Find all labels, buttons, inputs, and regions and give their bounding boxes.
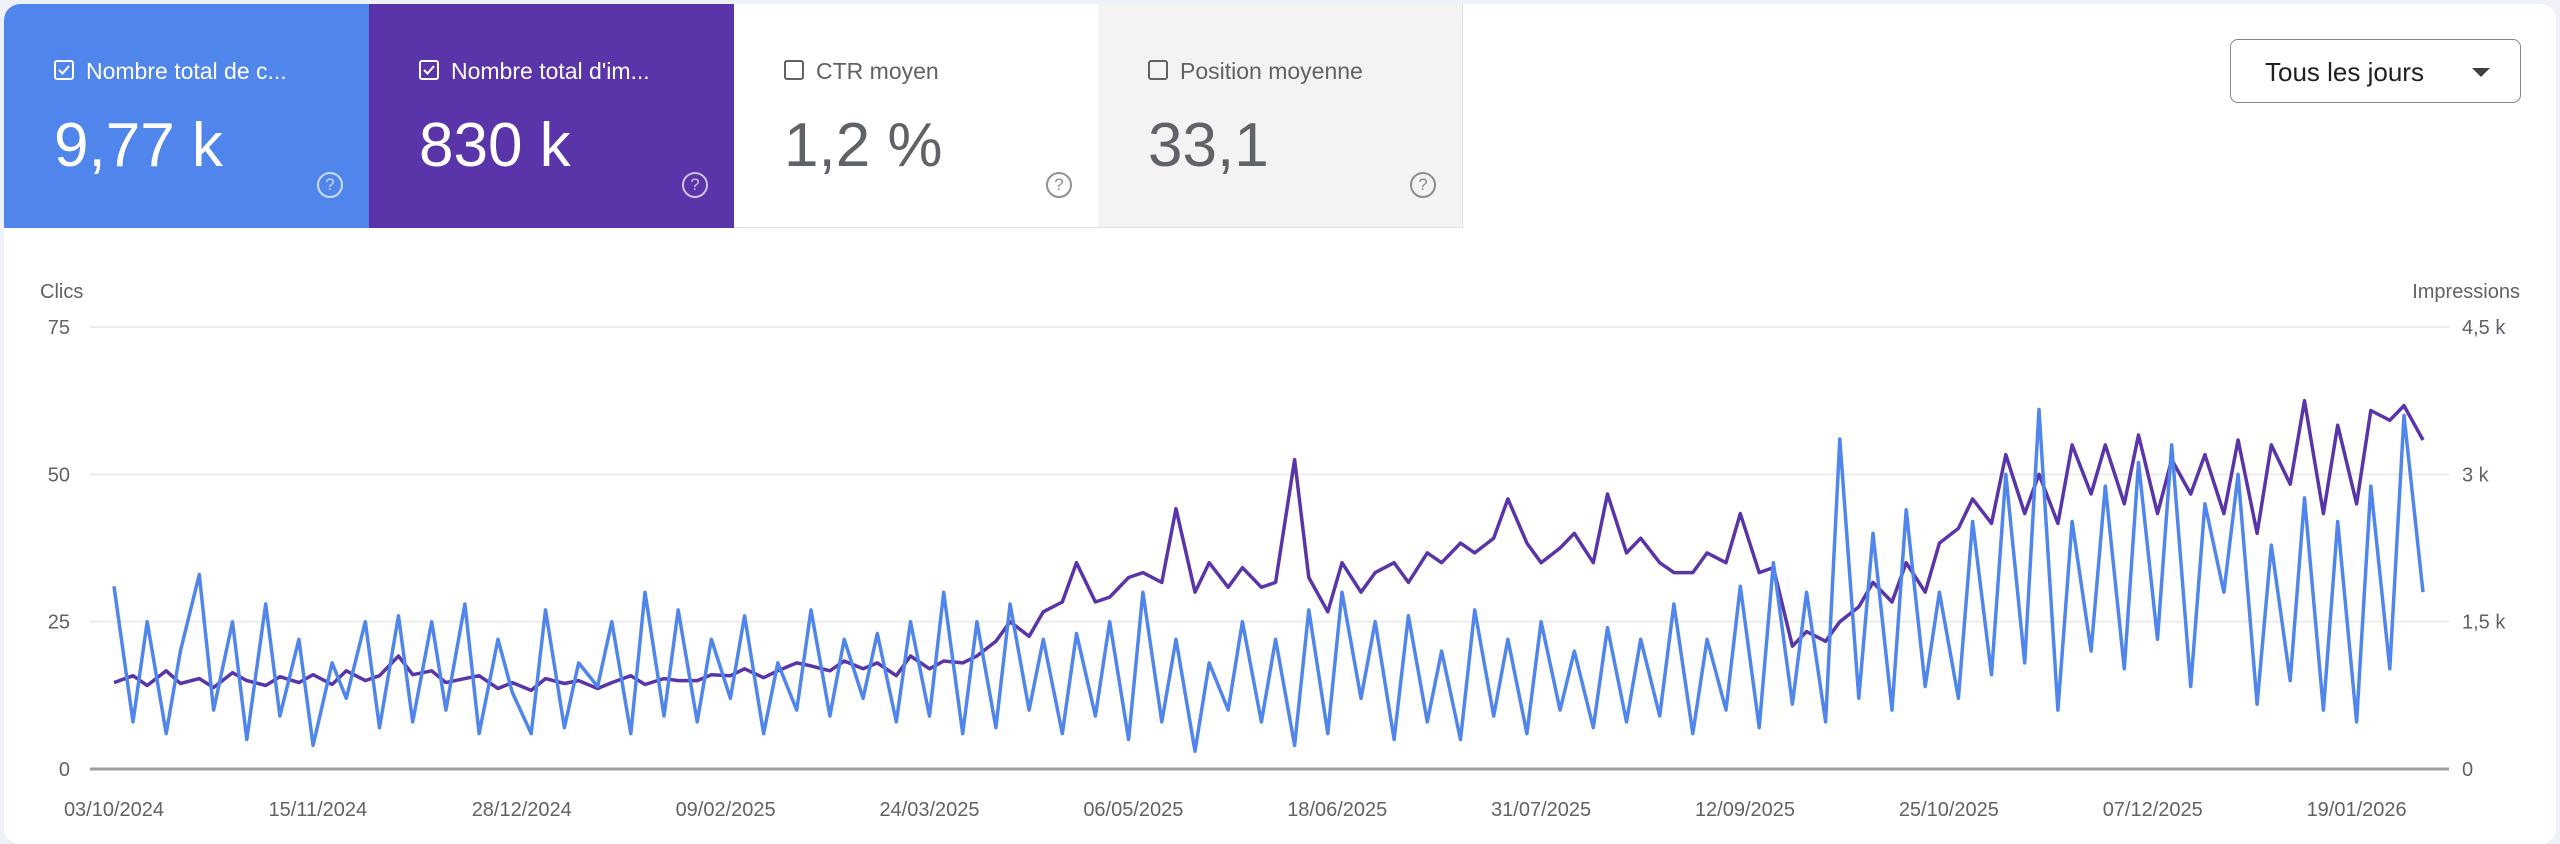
performance-panel: Nombre total de c... 9,77 k ? Nombre tot… (4, 4, 2556, 844)
metric-card-ctr[interactable]: CTR moyen 1,2 % ? (734, 4, 1099, 228)
metric-value: 1,2 % (784, 111, 943, 180)
right-tick-label: 0 (2462, 759, 2473, 781)
x-tick-label: 03/10/2024 (64, 799, 164, 821)
checkbox-checked-icon[interactable] (419, 60, 439, 80)
x-tick-label: 25/10/2025 (1899, 799, 1999, 821)
right-tick-label: 3 k (2462, 464, 2490, 486)
left-tick-label: 50 (48, 464, 70, 486)
right-axis-title: Impressions (2412, 281, 2520, 303)
metric-label: Nombre total d'im... (451, 58, 650, 84)
help-icon[interactable]: ? (1046, 172, 1072, 198)
checkbox-unchecked-icon[interactable] (1148, 60, 1168, 80)
left-tick-label: 0 (59, 759, 70, 781)
metric-value: 33,1 (1148, 111, 1269, 180)
granularity-dropdown[interactable]: Tous les jours (2230, 39, 2521, 103)
metric-value: 830 k (419, 111, 571, 180)
metric-label: Nombre total de c... (86, 58, 287, 84)
metric-value: 9,77 k (54, 111, 223, 180)
x-tick-label: 24/03/2025 (879, 799, 979, 821)
right-tick-label: 1,5 k (2462, 612, 2506, 634)
x-tick-label: 06/05/2025 (1083, 799, 1183, 821)
caret-down-icon (2472, 68, 2490, 77)
x-tick-label: 07/12/2025 (2103, 799, 2203, 821)
metric-label: CTR moyen (816, 58, 939, 84)
x-tick-label: 28/12/2024 (472, 799, 572, 821)
help-icon[interactable]: ? (1410, 172, 1436, 198)
x-tick-label: 09/02/2025 (676, 799, 776, 821)
series-line-clics (112, 407, 2425, 754)
right-tick-label: 4,5 k (2462, 317, 2506, 339)
left-tick-label: 75 (48, 317, 70, 339)
left-tick-label: 25 (48, 612, 70, 634)
x-tick-label: 18/06/2025 (1287, 799, 1387, 821)
x-tick-label: 15/11/2024 (269, 799, 368, 821)
metric-card-clicks[interactable]: Nombre total de c... 9,77 k ? (4, 4, 369, 228)
metric-label: Position moyenne (1180, 58, 1363, 84)
left-axis-title: Clics (40, 281, 83, 303)
dropdown-value: Tous les jours (2265, 57, 2424, 87)
x-tick-label: 19/01/2026 (2307, 799, 2407, 821)
metric-card-impressions[interactable]: Nombre total d'im... 830 k ? (369, 4, 734, 228)
help-icon[interactable]: ? (317, 172, 343, 198)
x-tick-label: 12/09/2025 (1695, 799, 1795, 821)
help-icon[interactable]: ? (682, 172, 708, 198)
checkbox-checked-icon[interactable] (54, 60, 74, 80)
checkbox-unchecked-icon[interactable] (784, 60, 804, 80)
metric-card-position[interactable]: Position moyenne 33,1 ? (1098, 4, 1463, 228)
x-tick-label: 31/07/2025 (1491, 799, 1591, 821)
